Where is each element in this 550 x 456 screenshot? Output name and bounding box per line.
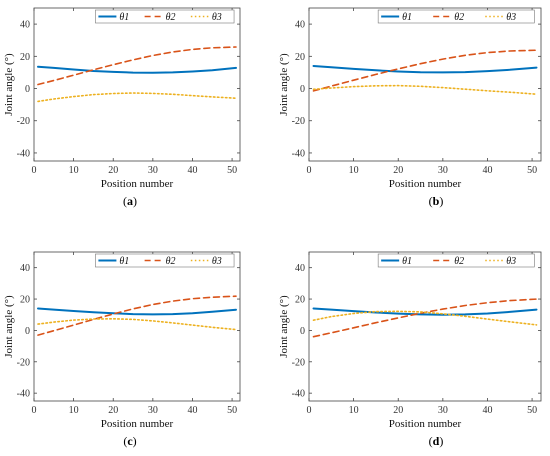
y-tick-label: 0 — [25, 326, 30, 337]
series-line-1 — [312, 65, 538, 74]
y-tick-label: -20 — [292, 357, 305, 368]
y-tick-label: 40 — [295, 20, 305, 31]
legend-label-1: θ1 — [402, 256, 412, 267]
caption-b: (b) — [428, 194, 444, 208]
x-tick-label: 30 — [438, 165, 448, 176]
x-tick-label: 40 — [187, 405, 197, 416]
legend-label-3: θ3 — [506, 12, 516, 23]
x-tick-label: 50 — [227, 165, 237, 176]
x-tick-label: 20 — [393, 165, 403, 176]
x-tick-label: 10 — [69, 405, 79, 416]
caption-c: (c) — [123, 434, 137, 448]
y-tick-label: -20 — [292, 116, 305, 127]
axes-box — [308, 7, 542, 162]
y-tick-label: -20 — [17, 116, 30, 127]
y-tick-label: 0 — [300, 84, 305, 95]
legend-box — [377, 9, 535, 24]
y-tick-label: -40 — [292, 389, 305, 400]
x-tick-label: 20 — [393, 405, 403, 416]
chart-c: 0 10 20 30 40 50 -40 -20 0 20 40 Position number Joi… — [3, 251, 241, 430]
x-tick-label: 20 — [108, 405, 118, 416]
series-line-1 — [312, 307, 538, 316]
legend-box — [95, 253, 235, 268]
legend-label-2: θ2 — [454, 12, 464, 23]
y-axis-label: Joint angle (°) — [3, 53, 15, 116]
x-axis-label: Position number — [101, 178, 174, 190]
chart-b: 0 10 20 30 40 50 -40 -20 0 20 40 Position number Joi… — [278, 7, 542, 190]
x-tick-label: 0 — [307, 165, 312, 176]
caption-a: (a) — [123, 194, 137, 208]
legend-label-1: θ1 — [402, 12, 412, 23]
legend-box — [95, 9, 235, 24]
series-line-2 — [37, 46, 237, 86]
panel-a: 0 10 20 30 40 50 -40 -20 0 20 40 Position number Joi… — [0, 0, 275, 228]
x-tick-label: 10 — [349, 405, 359, 416]
x-tick-label: 0 — [307, 405, 312, 416]
series-line-2 — [312, 298, 538, 338]
legend-label-1: θ1 — [119, 12, 129, 23]
x-tick-label: 40 — [187, 165, 197, 176]
y-tick-label: -40 — [292, 148, 305, 159]
x-tick-label: 50 — [227, 405, 237, 416]
x-tick-label: 30 — [438, 405, 448, 416]
axes-box — [308, 251, 542, 402]
y-axis-label: Joint angle (°) — [278, 53, 290, 116]
legend-label-2: θ2 — [166, 12, 176, 23]
x-axis-label: Position number — [101, 418, 174, 430]
y-axis-label: Joint angle (°) — [278, 295, 290, 358]
y-tick-label: 40 — [20, 20, 30, 31]
chart-a: 0 10 20 30 40 50 -40 -20 0 20 40 Position number Joi… — [3, 7, 241, 190]
series-line-1 — [37, 307, 237, 316]
y-tick-label: -20 — [17, 357, 30, 368]
x-tick-label: 40 — [482, 165, 492, 176]
panel-d: 0 10 20 30 40 50 -40 -20 0 20 40 Position number Joi… — [275, 228, 550, 456]
x-tick-label: 10 — [349, 165, 359, 176]
legend-label-2: θ2 — [166, 256, 176, 267]
x-tick-label: 30 — [148, 405, 158, 416]
x-tick-label: 20 — [108, 165, 118, 176]
legend-label-2: θ2 — [454, 256, 464, 267]
x-axis-label: Position number — [389, 418, 462, 430]
legend-label-1: θ1 — [119, 256, 129, 267]
y-tick-label: 20 — [20, 295, 30, 306]
series-line-3 — [37, 317, 237, 331]
y-tick-label: 0 — [25, 84, 30, 95]
legend-label-3: θ3 — [212, 12, 222, 23]
chart-d: 0 10 20 30 40 50 -40 -20 0 20 40 Position number Joi… — [278, 251, 542, 430]
x-tick-label: 40 — [482, 405, 492, 416]
y-tick-label: 20 — [20, 52, 30, 63]
x-tick-label: 50 — [527, 405, 537, 416]
y-tick-label: 40 — [20, 263, 30, 274]
series-line-3 — [312, 310, 538, 326]
y-tick-label: 20 — [295, 52, 305, 63]
series-line-3 — [312, 84, 538, 95]
series-line-3 — [37, 92, 237, 103]
series-line-2 — [312, 49, 538, 92]
legend-box — [377, 253, 535, 268]
y-tick-label: -40 — [17, 389, 30, 400]
panel-b: 0 10 20 30 40 50 -40 -20 0 20 40 Position number Joi… — [275, 0, 550, 228]
y-tick-label: -40 — [17, 148, 30, 159]
legend-label-3: θ3 — [506, 256, 516, 267]
y-tick-label: 0 — [300, 326, 305, 337]
panel-c: 0 10 20 30 40 50 -40 -20 0 20 40 Position number Joi… — [0, 228, 275, 456]
x-tick-label: 30 — [148, 165, 158, 176]
x-tick-label: 0 — [32, 405, 37, 416]
series-line-2 — [37, 295, 237, 336]
y-tick-label: 20 — [295, 295, 305, 306]
y-axis-label: Joint angle (°) — [3, 295, 15, 358]
x-axis-label: Position number — [389, 178, 462, 190]
y-tick-label: 40 — [295, 263, 305, 274]
axes-box — [33, 251, 241, 402]
x-tick-label: 10 — [69, 165, 79, 176]
legend-label-3: θ3 — [212, 256, 222, 267]
caption-d: (d) — [428, 434, 444, 448]
series-line-1 — [37, 65, 237, 74]
x-tick-label: 0 — [32, 165, 37, 176]
axes-box — [33, 7, 241, 162]
x-tick-label: 50 — [527, 165, 537, 176]
